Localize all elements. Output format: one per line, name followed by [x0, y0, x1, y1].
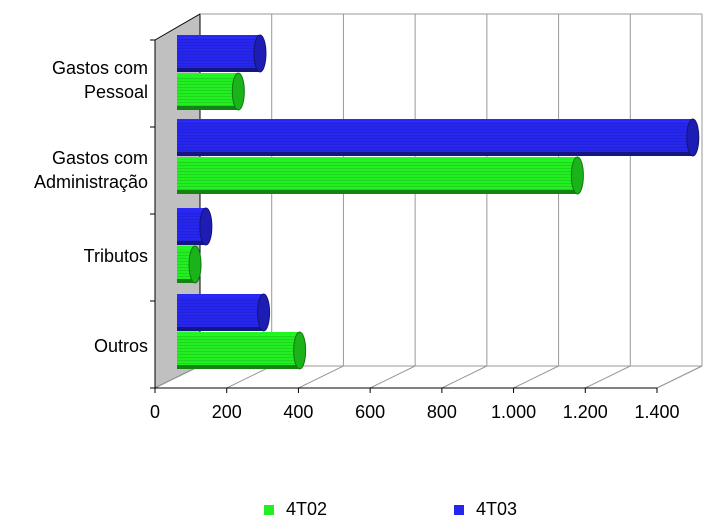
- legend: 4T02 4T03: [264, 499, 517, 518]
- legend-swatch-4t03: [454, 505, 464, 515]
- category-label: Gastos com: [52, 58, 148, 78]
- bar-highlight: [177, 246, 196, 250]
- bar-cap: [231, 72, 245, 111]
- bar-texture: [177, 119, 693, 156]
- x-tick-label: 1.400: [634, 402, 679, 422]
- bar-underside: [177, 68, 260, 72]
- x-tick-label: 400: [283, 402, 313, 422]
- floor-gridline: [298, 365, 344, 389]
- legend-label-4t03: 4T03: [476, 499, 517, 518]
- bar-highlight: [177, 35, 260, 39]
- bar-4t02-3: [177, 331, 307, 370]
- category-label: Gastos com: [52, 148, 148, 168]
- legend-label-4t02: 4T02: [286, 499, 327, 518]
- bar-cap: [199, 207, 213, 246]
- floor-gridline: [369, 365, 416, 389]
- bar-texture: [177, 73, 239, 110]
- bar-cap: [686, 118, 700, 157]
- x-tick-label: 600: [355, 402, 385, 422]
- bar-4t02-0: [177, 72, 245, 111]
- bar-cap: [257, 293, 271, 332]
- bar-texture: [177, 157, 578, 194]
- bar-underside: [177, 190, 578, 194]
- legend-swatch-4t02: [264, 505, 274, 515]
- bar-highlight: [177, 208, 206, 212]
- bar-cap: [570, 156, 584, 195]
- bar-underside: [177, 106, 239, 110]
- x-tick-label: 1.200: [563, 402, 608, 422]
- floor-gridline: [513, 365, 559, 389]
- bar-4t03-0: [177, 34, 267, 73]
- category-label: Outros: [94, 336, 148, 356]
- floor-gridline: [226, 365, 272, 389]
- x-tick-label: 1.000: [491, 402, 536, 422]
- bar-texture: [177, 35, 260, 72]
- bar-underside: [177, 365, 300, 369]
- bar-underside: [177, 241, 206, 245]
- x-tick-label: 800: [427, 402, 457, 422]
- bar-highlight: [177, 73, 239, 77]
- bar-highlight: [177, 157, 578, 161]
- bars-layer: [177, 34, 700, 370]
- gridlines: [226, 14, 703, 389]
- bar-4t02-2: [177, 245, 202, 284]
- bar-4t03-3: [177, 293, 271, 332]
- category-label: Pessoal: [84, 82, 148, 102]
- floor-gridline: [656, 365, 703, 389]
- category-ticks: [150, 39, 155, 389]
- bar-texture: [177, 294, 264, 331]
- x-tick-label: 200: [212, 402, 242, 422]
- floor-gridline: [585, 365, 631, 389]
- bar-cap: [293, 331, 307, 370]
- bar-4t03-1: [177, 118, 700, 157]
- bar-highlight: [177, 332, 300, 336]
- bar-underside: [177, 279, 196, 283]
- bar-underside: [177, 152, 693, 156]
- x-tick-labels: 0 200 400 600 800 1.000 1.200 1.400: [150, 388, 680, 422]
- category-label: Tributos: [84, 246, 148, 266]
- category-labels: Gastos com Pessoal Gastos com Administração…: [34, 58, 148, 356]
- bar-underside: [177, 327, 264, 331]
- bar-4t03-2: [177, 207, 213, 246]
- x-tick-label: 0: [150, 402, 160, 422]
- floor: [154, 365, 703, 389]
- category-label: Administração: [34, 172, 148, 192]
- bar-highlight: [177, 119, 693, 123]
- bar-cap: [188, 245, 202, 284]
- bar-cap: [253, 34, 267, 73]
- bar-highlight: [177, 294, 264, 298]
- bar-texture: [177, 332, 300, 369]
- bar-4t02-1: [177, 156, 584, 195]
- floor-gridline: [441, 365, 488, 389]
